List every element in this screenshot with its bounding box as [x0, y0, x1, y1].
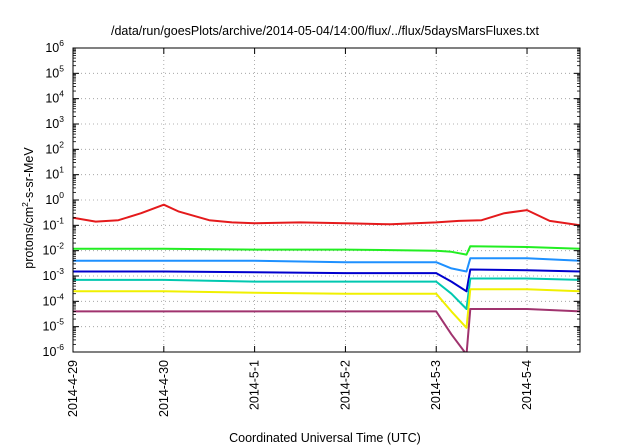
series-line	[73, 308, 580, 352]
y-tick-base: 10	[45, 168, 59, 182]
y-tick-base: 10	[45, 92, 59, 106]
x-axis: 2014-4-29 2014-4-30 2014-5-1 2014-5-2 2014-5…	[66, 48, 534, 417]
y-tick-label: 10-4	[43, 291, 65, 308]
grid	[72, 48, 580, 352]
series-line	[73, 245, 580, 256]
y-tick-label: 100	[45, 190, 64, 207]
y-tick-exponent: -1	[56, 215, 64, 225]
x-tick-label: 2014-5-3	[429, 360, 443, 410]
y-tick-exponent: -4	[56, 291, 64, 301]
x-tick-label: 2014-5-2	[338, 360, 352, 410]
y-tick-exponent: 2	[59, 139, 64, 149]
y-tick-base: 10	[43, 218, 57, 232]
x-tick-label: 2014-4-30	[157, 360, 171, 417]
y-tick-exponent: 1	[59, 165, 64, 175]
y-tick-base: 10	[45, 193, 59, 207]
y-tick-base: 10	[43, 320, 57, 334]
y-tick-label: 101	[45, 165, 64, 182]
y-axis-label: protons/cm2-s-sr-MeV	[20, 147, 36, 269]
x-tick-label: 2014-5-4	[520, 360, 534, 410]
y-axis-label-main: protons/cm	[22, 207, 36, 269]
y-tick-exponent: 0	[59, 190, 64, 200]
series-line	[73, 203, 580, 227]
y-tick-exponent: -3	[56, 266, 64, 276]
y-tick-base: 10	[45, 66, 59, 80]
y-tick-base: 10	[45, 117, 59, 131]
y-tick-exponent: 3	[59, 114, 64, 124]
y-tick-label: 10-5	[43, 317, 65, 334]
y-tick-label: 10-2	[43, 241, 65, 258]
x-axis-label: Coordinated Universal Time (UTC)	[229, 431, 421, 445]
y-axis-label-rest: -s-sr-MeV	[22, 147, 36, 203]
y-tick-exponent: 4	[59, 89, 64, 99]
y-tick-base: 10	[45, 142, 59, 156]
y-tick-label: 102	[45, 139, 64, 156]
y-tick-exponent: 6	[59, 38, 64, 48]
y-tick-label: 104	[45, 89, 64, 106]
y-tick-label: 103	[45, 114, 64, 131]
y-tick-base: 10	[43, 269, 57, 283]
x-tick-label: 2014-4-29	[66, 360, 80, 417]
series-line	[73, 288, 580, 329]
y-tick-label: 106	[45, 38, 64, 55]
series-line	[73, 268, 580, 293]
y-tick-label: 105	[45, 63, 64, 80]
series-layer	[73, 203, 580, 352]
y-tick-exponent: -5	[56, 317, 64, 327]
series-line	[73, 277, 580, 310]
x-tick-label: 2014-5-1	[248, 360, 262, 410]
y-tick-label: 10-6	[43, 342, 65, 359]
y-tick-base: 10	[43, 294, 57, 308]
y-axis-label-sup: 2	[20, 202, 30, 207]
y-tick-label: 10-1	[43, 215, 65, 232]
y-tick-base: 10	[43, 244, 57, 258]
y-tick-exponent: -6	[56, 342, 64, 352]
chart-title: /data/run/goesPlots/archive/2014-05-04/1…	[111, 24, 540, 38]
y-tick-base: 10	[43, 345, 57, 359]
y-tick-label: 10-3	[43, 266, 65, 283]
y-tick-exponent: -2	[56, 241, 64, 251]
series-line	[73, 257, 580, 273]
y-axis: 10-610-510-410-310-210-11001011021031041…	[43, 38, 580, 359]
y-tick-exponent: 5	[59, 63, 64, 73]
y-tick-base: 10	[45, 41, 59, 55]
